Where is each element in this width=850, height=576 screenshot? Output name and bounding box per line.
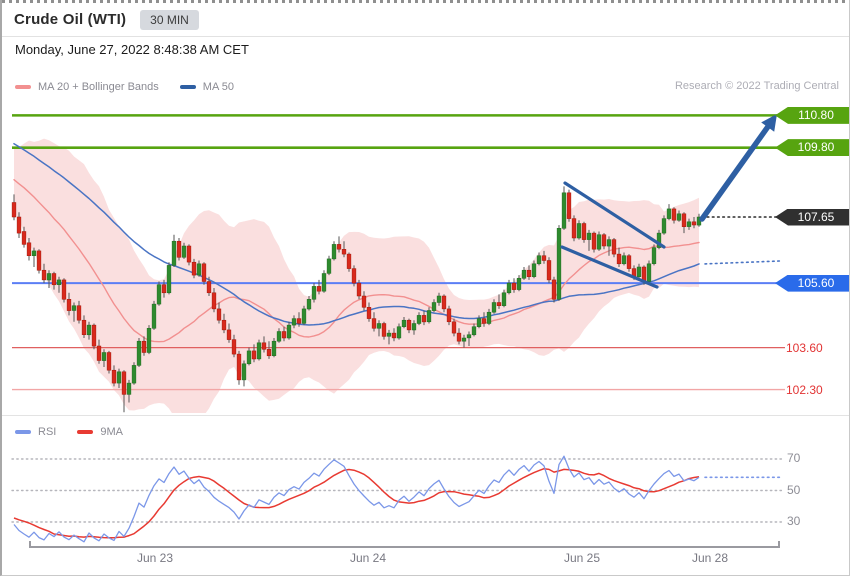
rsi-legend-swatch — [15, 430, 31, 434]
ma50-legend-label: MA 50 — [202, 81, 234, 93]
support-label-102-30: 102.30 — [786, 382, 823, 397]
rsi-tick-70: 70 — [787, 451, 801, 465]
x-axis-label-jun-28: Jun 28 — [691, 551, 729, 565]
pivot-tag-105-60: 105.60 — [775, 274, 849, 292]
chart-datetime: Monday, June 27, 2022 8:48:38 AM CET — [15, 42, 249, 57]
ma20-legend-label: MA 20 + Bollinger Bands — [38, 81, 159, 93]
rsi-legend-label: RSI — [38, 426, 57, 438]
x-axis-label-jun-23: Jun 23 — [136, 551, 174, 565]
rsi-tick-50: 50 — [787, 482, 801, 497]
rsi-chart-canvas — [11, 455, 783, 548]
rsi-tick-30: 30 — [787, 514, 801, 528]
instrument-title: Crude Oil (WTI) — [14, 11, 127, 28]
resistance-tag-110-80: 110.80 — [775, 106, 849, 124]
main-chart-legend: MA 20 + Bollinger Bands MA 50 — [15, 81, 234, 93]
ma20-legend-swatch — [15, 85, 31, 89]
x-axis-label-jun-24: Jun 24 — [349, 551, 387, 565]
resistance-tag-109-80: 109.80 — [775, 139, 849, 157]
rsi-9ma-legend-swatch — [77, 430, 94, 434]
rsi-legend: RSI 9MA — [15, 426, 123, 438]
price-chart-canvas — [11, 114, 785, 413]
x-axis-label-jun-25: Jun 25 — [563, 551, 601, 565]
last-price-tag-107-65: 107.65 — [775, 208, 849, 226]
timeframe-badge: 30 MIN — [140, 9, 199, 30]
support-label-103-60: 103.60 — [786, 340, 823, 355]
chart-header: Crude Oil (WTI) 30 MIN — [2, 3, 849, 37]
ma50-legend-swatch — [179, 85, 196, 89]
top-tick-ruler — [2, 0, 849, 3]
rsi-9ma-legend-label: 9MA — [100, 426, 123, 438]
panel-separator — [2, 415, 849, 416]
research-credit: Research © 2022 Trading Central — [674, 80, 839, 92]
